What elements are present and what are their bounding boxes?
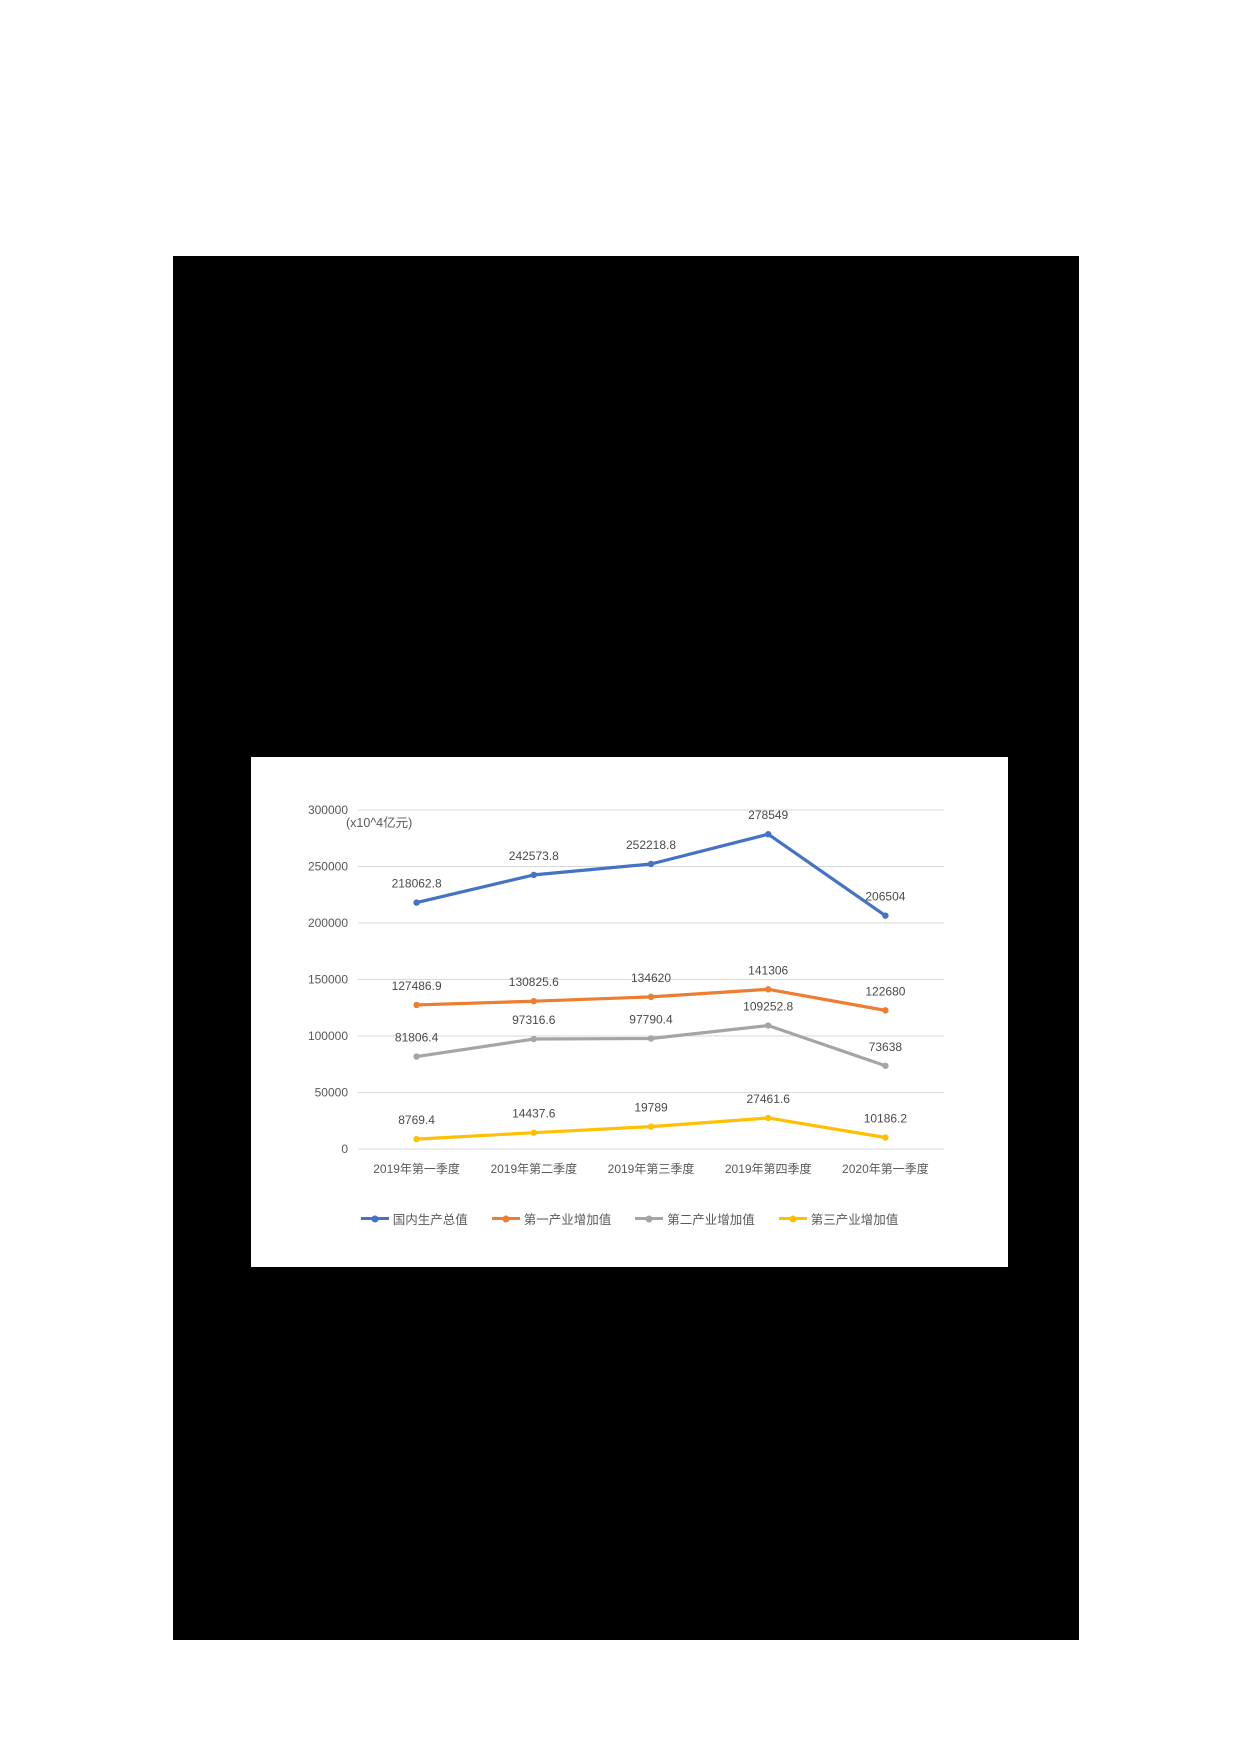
series-marker	[530, 1129, 537, 1136]
data-label: 127486.9	[392, 979, 442, 993]
series-marker	[530, 871, 537, 879]
series-marker	[882, 1007, 889, 1014]
legend-marker-line	[635, 1215, 664, 1222]
dark-canvas: (x10^4亿元) 300000 250000 200000 150000 100000…	[173, 256, 1079, 1640]
y-tick-label: 0	[341, 1142, 348, 1156]
legend-item-label: 第三产业增加值	[810, 1213, 899, 1227]
y-tick-label: 250000	[308, 860, 348, 874]
legend-item: 第一产业增加值	[491, 1209, 612, 1228]
x-axis-label: 2019年第二季度	[490, 1161, 577, 1176]
data-label: 14437.6	[512, 1107, 556, 1121]
y-tick-label: 50000	[315, 1086, 349, 1100]
legend-marker-dot	[502, 1215, 510, 1222]
legend-marker-line	[360, 1215, 389, 1222]
gdp-line-chart: 300000 250000 200000 150000 100000 50000 0 2019…	[308, 803, 944, 1176]
y-tick-label: 150000	[308, 973, 348, 987]
data-label: 278549	[748, 808, 788, 822]
data-label: 134620	[631, 971, 671, 985]
data-label: 10186.2	[864, 1111, 908, 1125]
x-axis-label: 2020年第一季度	[842, 1161, 929, 1176]
legend-marker-dot	[645, 1215, 653, 1222]
data-label: 218062.8	[392, 877, 442, 891]
data-label: 19789	[634, 1101, 668, 1115]
series-marker	[882, 1134, 889, 1141]
x-axis-label: 2019年第三季度	[608, 1161, 695, 1176]
series-marker	[647, 860, 655, 868]
y-tick-label: 300000	[308, 803, 348, 817]
data-label: 242573.8	[509, 849, 559, 863]
legend-marker-line	[778, 1215, 807, 1222]
series-marker	[530, 1035, 537, 1043]
data-label: 97790.4	[629, 1012, 673, 1026]
series-marker	[413, 1001, 420, 1009]
data-label: 8769.4	[398, 1113, 435, 1127]
y-tick-label: 100000	[308, 1029, 348, 1043]
legend-marker-dot	[789, 1215, 797, 1222]
series-marker	[882, 912, 889, 919]
series-marker	[647, 993, 655, 1001]
series-marker	[413, 1053, 420, 1060]
series-marker	[765, 1114, 772, 1122]
series-marker	[765, 831, 772, 838]
series-marker	[413, 1135, 420, 1143]
legend-item: 第二产业增加值	[635, 1209, 755, 1228]
legend-item-label: 第一产业增加值	[523, 1213, 612, 1227]
data-label: 109252.8	[743, 1000, 793, 1014]
legend-item-label: 第二产业增加值	[667, 1213, 755, 1227]
series-marker	[882, 1062, 889, 1069]
series-marker	[530, 997, 537, 1005]
y-tick-label: 200000	[308, 916, 348, 930]
chart-panel: (x10^4亿元) 300000 250000 200000 150000 100000…	[251, 757, 1008, 1267]
legend-item-label: 国内生产总值	[392, 1213, 468, 1227]
chart-legend: 国内生产总值 第一产业增加值 第二产业增加值 第三产业增加值	[251, 1209, 1008, 1228]
data-label: 27461.6	[747, 1092, 791, 1106]
series-line-2	[415, 1023, 888, 1068]
data-label: 206504	[865, 890, 905, 904]
series-marker	[413, 899, 420, 906]
legend-marker-line	[491, 1215, 520, 1222]
x-axis-label: 2019年第一季度	[373, 1161, 460, 1176]
data-label: 73638	[869, 1040, 903, 1054]
data-label: 130825.6	[509, 975, 559, 989]
x-axis-label: 2019年第四季度	[725, 1161, 812, 1176]
series-marker	[647, 1035, 655, 1042]
series-marker	[647, 1123, 655, 1130]
series-marker	[765, 986, 772, 993]
data-label: 141306	[748, 963, 788, 977]
data-label: 122680	[865, 984, 905, 998]
legend-item: 第三产业增加值	[778, 1209, 899, 1228]
legend-item: 国内生产总值	[360, 1209, 468, 1228]
data-label: 252218.8	[626, 838, 676, 852]
data-label: 81806.4	[395, 1031, 439, 1045]
series-marker	[765, 1022, 772, 1029]
data-label: 97316.6	[512, 1013, 556, 1027]
legend-marker-dot	[371, 1215, 379, 1222]
y-axis-unit-label: (x10^4亿元)	[346, 816, 413, 830]
